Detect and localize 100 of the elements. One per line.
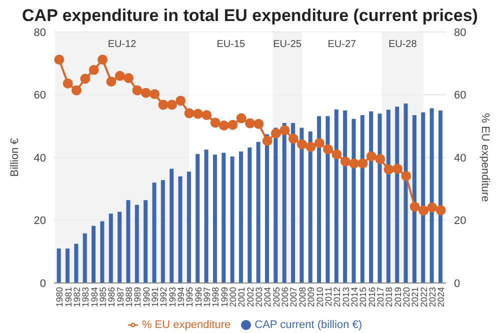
bar <box>178 176 182 283</box>
x-tick-label: 2006 <box>280 287 290 308</box>
x-tick-label: 2019 <box>392 287 403 308</box>
x-tick-label: 1987 <box>115 287 126 308</box>
x-tick-label: 1998 <box>210 287 221 308</box>
bar <box>343 110 348 283</box>
x-tick-label: 2011 <box>323 287 334 306</box>
point <box>410 202 420 212</box>
point <box>132 85 142 96</box>
point <box>297 139 308 150</box>
point <box>98 54 108 65</box>
point <box>384 164 394 174</box>
y-tick-label: 60 <box>34 90 46 102</box>
band-label: EU-28 <box>388 39 418 50</box>
point <box>436 205 446 216</box>
x-tick-label: 1992 <box>158 287 169 308</box>
x-tick-label: 1994 <box>176 287 186 308</box>
y-tick-label: 0 <box>40 278 46 290</box>
x-tick-label: 2001 <box>236 287 247 308</box>
x-tick-label: 2014 <box>349 287 360 308</box>
x-tick-label: 2021 <box>410 287 420 308</box>
legend-label: % EU expenditure <box>142 319 231 331</box>
x-tick-label: 1985 <box>98 287 108 308</box>
x-tick-label: 1989 <box>132 287 143 308</box>
bar <box>412 115 416 283</box>
bar <box>74 244 78 283</box>
x-tick-label: 2012 <box>332 287 342 308</box>
bar <box>352 118 356 283</box>
y2-tick-label: 60 <box>454 90 466 102</box>
x-tick-label: 1996 <box>193 287 204 308</box>
bar <box>82 233 87 283</box>
y-tick-label: 40 <box>34 152 46 164</box>
bar <box>317 116 322 283</box>
bar <box>395 106 400 283</box>
bar <box>291 122 296 283</box>
point <box>80 74 90 84</box>
point <box>158 100 168 110</box>
bar <box>230 156 234 283</box>
point <box>427 202 438 212</box>
x-tick-label: 2002 <box>245 287 256 308</box>
band-label: EU-25 <box>273 39 302 50</box>
x-tick-label: 1988 <box>124 287 134 308</box>
x-tick-label: 1986 <box>106 287 117 308</box>
x-tick-label: 2017 <box>375 287 386 308</box>
point <box>176 96 186 106</box>
bar <box>256 142 260 283</box>
bar <box>66 248 70 283</box>
bar <box>186 172 191 283</box>
y2-tick-label: 0 <box>454 278 460 290</box>
x-tick-label: 2016 <box>366 287 377 308</box>
point <box>262 136 272 146</box>
y-tick-label: 80 <box>34 26 46 39</box>
point <box>358 158 368 168</box>
x-tick-label: 2015 <box>358 287 368 308</box>
x-tick-label: 1983 <box>80 287 91 308</box>
y2-tick-label: 80 <box>454 26 466 39</box>
y-axis-title: Billion € <box>8 138 21 177</box>
x-tick-label: 2005 <box>271 287 282 308</box>
bar <box>308 131 312 283</box>
point <box>140 88 151 98</box>
x-tick-label: 2004 <box>262 287 273 308</box>
bar <box>108 214 113 283</box>
band-label: EU-12 <box>108 39 137 50</box>
bar <box>100 221 104 283</box>
x-tick-label: 2022 <box>418 287 429 308</box>
bar <box>126 200 130 283</box>
bar <box>430 108 434 283</box>
point <box>150 89 160 100</box>
point <box>54 54 64 65</box>
point <box>166 100 177 110</box>
x-tick-label: 1997 <box>202 287 212 308</box>
point <box>418 206 428 216</box>
point <box>375 154 386 164</box>
bar <box>282 122 286 283</box>
point <box>306 142 316 152</box>
point <box>366 151 376 162</box>
point <box>228 120 238 130</box>
bar <box>360 115 364 283</box>
bar <box>92 226 96 283</box>
x-tick-label: 2008 <box>297 287 308 308</box>
point <box>314 138 324 148</box>
point <box>254 118 264 129</box>
x-tick-label: 1993 <box>167 287 178 308</box>
x-tick-label: 1999 <box>219 287 230 308</box>
x-tick-label: 2023 <box>428 287 438 308</box>
legend-label: CAP current (billion €) <box>254 319 362 331</box>
point <box>280 125 290 136</box>
point <box>340 156 350 167</box>
band-label: EU-15 <box>216 39 246 50</box>
bar <box>265 134 270 283</box>
point <box>392 164 402 174</box>
bar <box>248 147 252 283</box>
bar <box>160 180 165 283</box>
bar <box>170 168 174 283</box>
x-tick-label: 2009 <box>306 287 316 308</box>
x-tick-label: 1995 <box>184 287 195 308</box>
point <box>192 108 203 119</box>
x-tick-label: 2003 <box>254 287 264 308</box>
point <box>88 64 99 75</box>
point <box>401 171 412 182</box>
